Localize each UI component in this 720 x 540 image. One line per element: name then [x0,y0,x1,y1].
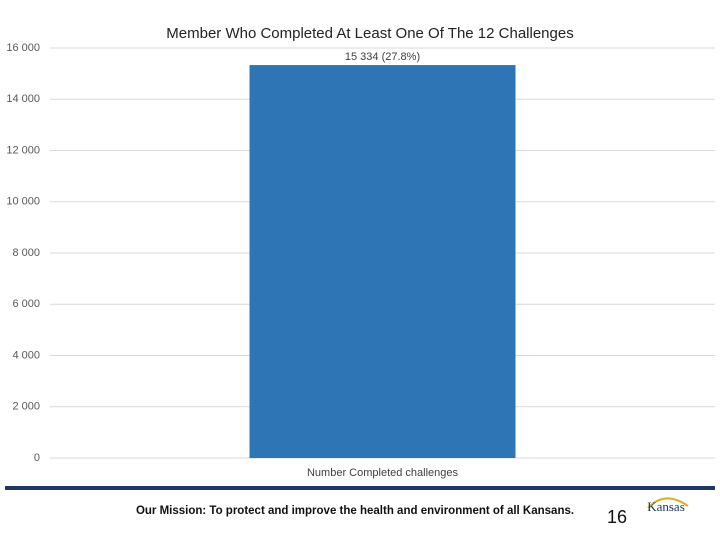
value-label: 15 334 (27.8%) [345,51,420,63]
y-tick-label: 14 000 [6,93,40,105]
y-tick-label: 4 000 [12,349,40,361]
y-tick-label: 16 000 [6,42,40,54]
y-tick-label: 10 000 [6,196,40,208]
chart-title: Member Who Completed At Least One Of The… [166,25,573,42]
bar [249,65,516,458]
logo: Kansas [647,499,685,514]
y-tick-label: 2 000 [12,401,40,413]
x-tick-label: Number Completed challenges [307,467,459,479]
y-tick-label: 12 000 [6,144,40,156]
logo-arc [647,497,689,509]
page-number: 16 [607,507,627,527]
y-tick-label: 6 000 [12,298,40,310]
y-tick-label: 0 [34,452,40,464]
mission-text: Our Mission: To protect and improve the … [136,505,574,517]
y-tick-label: 8 000 [12,247,40,259]
footer-rule [5,486,715,490]
